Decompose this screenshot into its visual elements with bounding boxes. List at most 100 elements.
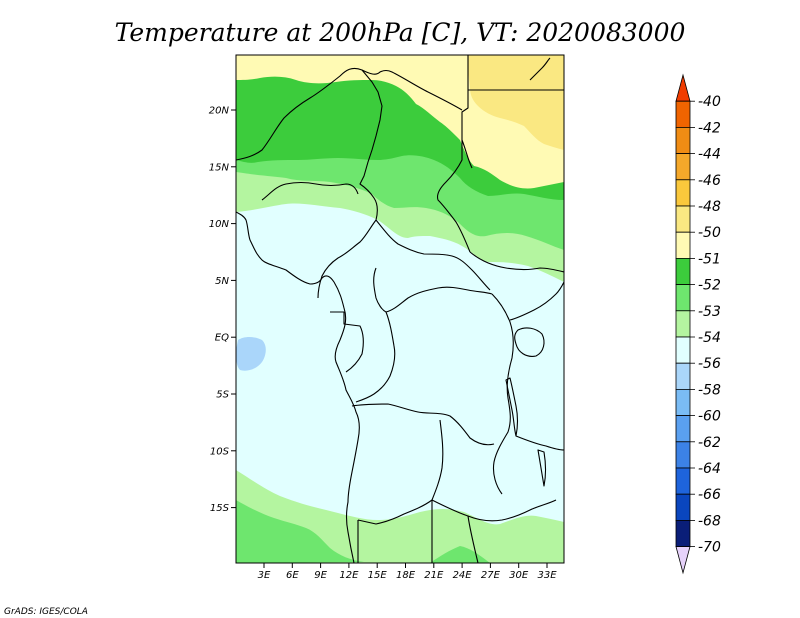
colorbar-segment bbox=[675, 336, 691, 364]
colorbar-segment bbox=[675, 415, 691, 443]
lat-tick-label: 5N bbox=[215, 276, 229, 287]
colorbar-tick-label: -48 bbox=[698, 199, 721, 215]
colorbar-tick: -54 bbox=[690, 330, 721, 346]
colorbar-segment bbox=[675, 100, 691, 128]
colorbar-tick-label: -42 bbox=[698, 120, 721, 136]
border-sahara-north bbox=[236, 67, 463, 161]
border-east-africa bbox=[509, 281, 564, 321]
colorbar-tick-label: -52 bbox=[698, 278, 721, 294]
colorbar-segment bbox=[675, 284, 691, 312]
lon-tick: 18E bbox=[396, 563, 416, 581]
border-car-south bbox=[373, 267, 493, 313]
colorbar-bottom-arrow bbox=[675, 546, 691, 575]
coast-red-sea bbox=[529, 57, 551, 81]
colorbar-tick: -58 bbox=[690, 382, 721, 398]
colorbar-tick-label: -70 bbox=[698, 540, 721, 556]
lon-tick-label: 27E bbox=[481, 570, 501, 581]
colorbar-segment bbox=[675, 388, 691, 416]
lon-tick: 30E bbox=[509, 563, 529, 581]
colorbar-tick: -53 bbox=[690, 304, 721, 320]
nile-lakes bbox=[461, 139, 473, 169]
lake-victoria bbox=[514, 327, 545, 357]
colorbar-legend: -40 -42 -44 -46 -48 -50 -51 -52 -53 -54 -56 -58 -60 -… bbox=[675, 73, 721, 575]
colorbar-tick-label: -53 bbox=[698, 304, 721, 320]
colorbar-tick-label: -44 bbox=[698, 147, 721, 163]
plot-frame bbox=[235, 54, 565, 564]
lon-tick-label: 30E bbox=[509, 570, 529, 581]
temperature-field bbox=[236, 55, 564, 563]
lat-tick-label: 15S bbox=[210, 503, 230, 514]
fill-band-minus52-south-east bbox=[430, 546, 490, 563]
lake-malawi bbox=[537, 449, 547, 487]
lon-tick: 3E bbox=[258, 563, 271, 581]
colorbar-tick-label: -56 bbox=[698, 356, 721, 372]
longitude-axis: 3E 6E 9E 12E 15E 18E 21E 24E 27E 30E 33E bbox=[258, 563, 557, 581]
border-niger-chad bbox=[359, 69, 383, 221]
colorbar-tick-label: -46 bbox=[698, 173, 721, 189]
lat-tick: 10N bbox=[209, 219, 236, 230]
lat-tick: EQ bbox=[215, 333, 236, 344]
colorbar-tick: -68 bbox=[690, 513, 721, 529]
colorbar-segment bbox=[675, 153, 691, 181]
border-zambia-zimbabwe bbox=[431, 499, 557, 522]
border-sudan-south-sudan bbox=[469, 251, 564, 273]
colorbar-tick: -46 bbox=[690, 173, 721, 189]
colorbar-tick-label: -60 bbox=[698, 409, 721, 425]
colorbar-tick: -62 bbox=[690, 435, 721, 451]
lat-tick-label: 5S bbox=[216, 390, 229, 401]
colorbar-tick: -64 bbox=[690, 461, 721, 477]
lon-tick: 27E bbox=[481, 563, 501, 581]
border-sahel-east-west bbox=[261, 181, 359, 201]
lon-tick: 33E bbox=[537, 563, 557, 581]
colorbar-tick: -42 bbox=[690, 120, 721, 136]
colorbar-tick: -70 bbox=[690, 540, 721, 556]
fill-patch-minus56-west bbox=[236, 337, 266, 371]
fill-band-minus52-south bbox=[236, 500, 364, 563]
lon-tick-label: 15E bbox=[368, 570, 388, 581]
lon-tick-label: 18E bbox=[396, 570, 416, 581]
lon-tick-label: 24E bbox=[453, 570, 473, 581]
border-drc-angola bbox=[351, 403, 495, 446]
colorbar-tick-label: -64 bbox=[698, 461, 721, 477]
colorbar-tick-label: -51 bbox=[698, 251, 721, 267]
border-nigeria-cameroon bbox=[317, 219, 377, 299]
lat-tick: 15N bbox=[209, 162, 236, 173]
lat-tick: 15S bbox=[210, 503, 236, 514]
border-tanzania-mozambique bbox=[515, 435, 564, 451]
lat-tick-label: 20N bbox=[209, 106, 230, 117]
lon-tick-label: 6E bbox=[286, 570, 299, 581]
colorbar-tick: -40 bbox=[690, 94, 721, 110]
lon-tick-label: 21E bbox=[424, 570, 444, 581]
grads-credit: GrADS: IGES/COLA bbox=[4, 607, 88, 617]
lat-tick-label: 10S bbox=[210, 446, 230, 457]
colorbar-segment bbox=[675, 310, 691, 338]
colorbar-tick: -52 bbox=[690, 278, 721, 294]
colorbar-tick-label: -58 bbox=[698, 382, 721, 398]
fill-band-above-minus50-north bbox=[468, 55, 564, 150]
lat-tick-label: 15N bbox=[209, 162, 230, 173]
colorbar-segment bbox=[675, 257, 691, 285]
colorbar-tick-label: -54 bbox=[698, 330, 721, 346]
country-borders bbox=[236, 55, 564, 563]
colorbar-tick-label: -40 bbox=[698, 94, 721, 110]
lat-tick-label: EQ bbox=[215, 333, 229, 344]
lon-tick: 21E bbox=[424, 563, 444, 581]
colorbar-segment bbox=[675, 520, 691, 548]
lon-tick-label: 9E bbox=[314, 570, 327, 581]
colorbar-segment bbox=[675, 127, 691, 155]
colorbar-segment bbox=[675, 231, 691, 259]
lat-tick: 10S bbox=[210, 446, 236, 457]
border-cameroon-car bbox=[375, 219, 491, 291]
lake-tanganyika bbox=[505, 377, 519, 437]
coastline-west-africa bbox=[236, 211, 360, 563]
lon-tick-label: 33E bbox=[537, 570, 557, 581]
colorbar-tick: -51 bbox=[690, 251, 721, 267]
colorbar-tick: -60 bbox=[690, 409, 721, 425]
lon-tick: 9E bbox=[314, 563, 328, 581]
lon-tick-label: 12E bbox=[339, 570, 359, 581]
colorbar-segment bbox=[675, 493, 691, 521]
border-gabon bbox=[330, 311, 364, 373]
border-namibia-botswana bbox=[357, 500, 479, 563]
colorbar-tick-label: -62 bbox=[698, 435, 721, 451]
